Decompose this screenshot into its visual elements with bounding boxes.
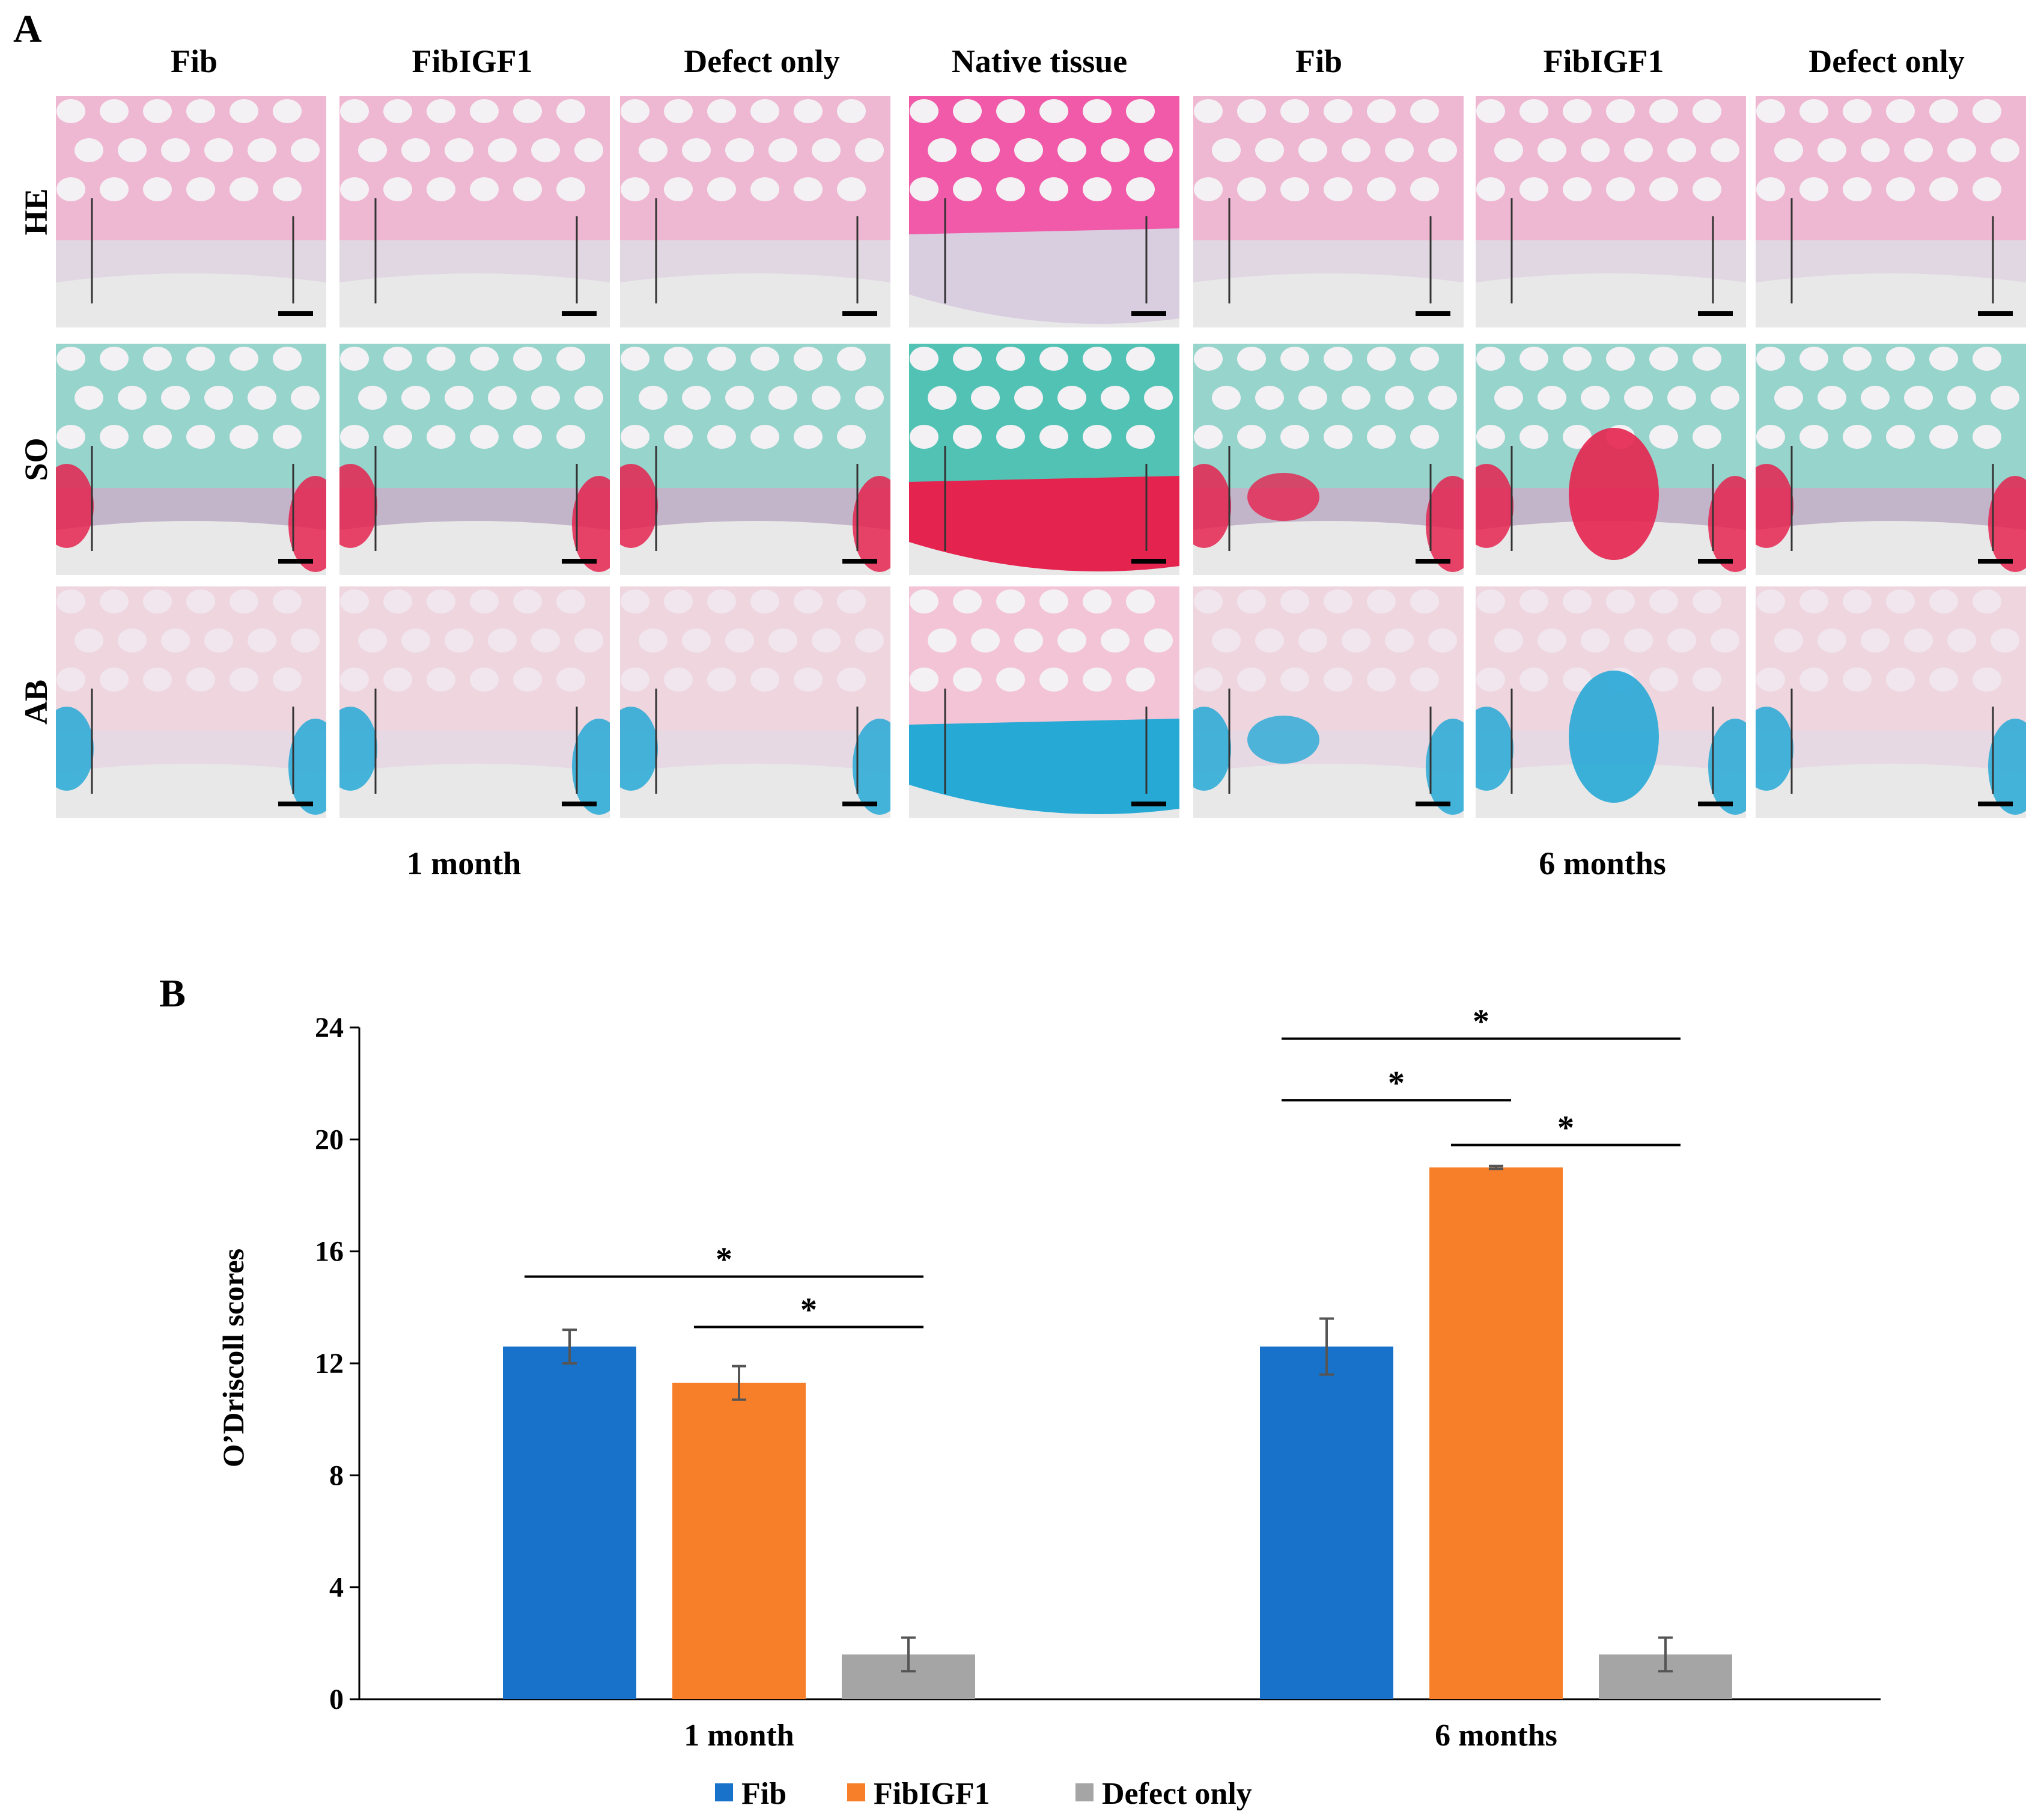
significance-star: * — [800, 1291, 817, 1328]
time-label-6-months: 6 months — [1539, 845, 1666, 881]
histology-tile-r2-c1 — [56, 344, 326, 575]
column-header: Native tissue — [952, 43, 1127, 79]
histology-tile-r3-c5 — [1193, 586, 1464, 818]
histology-tile-r1-c6 — [1476, 96, 1746, 327]
legend: Fib FibIGF1 Defect only — [715, 1777, 1252, 1811]
time-label-1-month: 1 month — [407, 845, 522, 881]
histology-tile-r3-c2 — [339, 586, 610, 818]
bar-fibigf1-0 — [672, 1383, 806, 1699]
column-header: FibIGF1 — [412, 43, 532, 79]
column-header: Defect only — [1808, 43, 1964, 79]
error-bar — [1319, 1317, 1334, 1376]
error-bar — [1658, 1636, 1673, 1673]
histology-tile-r3-c3 — [620, 586, 890, 818]
y-tick-label: 12 — [315, 1348, 344, 1380]
x-category-label: 6 months — [1435, 1718, 1557, 1753]
error-bar — [1489, 1164, 1503, 1170]
panel-a-letter: A — [13, 7, 42, 51]
legend-swatch — [1075, 1783, 1094, 1801]
row-headers: HE SO AB — [18, 188, 54, 725]
y-tick-label: 20 — [315, 1124, 344, 1155]
bar-fib-1 — [1260, 1347, 1393, 1699]
histology-tile-r1-c5 — [1193, 96, 1464, 327]
column-header: Fib — [171, 43, 217, 79]
histology-tile-r1-c1 — [56, 96, 326, 327]
histology-tile-r3-c6 — [1476, 586, 1746, 818]
histology-tile-r2-c5 — [1193, 344, 1464, 575]
y-tick-label: 0 — [329, 1684, 344, 1715]
histology-tile-r3-c4 — [909, 586, 1179, 818]
bar-fibigf1-1 — [1429, 1167, 1563, 1699]
y-axis-title: O’Driscoll scores — [216, 1249, 250, 1467]
legend-swatch — [715, 1783, 733, 1801]
legend-label: Fib — [741, 1777, 786, 1811]
histology-tile-r1-c3 — [620, 96, 890, 327]
significance-star: * — [1557, 1110, 1574, 1147]
y-tick-label: 8 — [329, 1459, 344, 1491]
bar-chart: 0 4 8 12 16 20 24 1 month 6 months * * * * * — [315, 1003, 1881, 1753]
histology-tile-r3-c7 — [1756, 586, 2026, 818]
significance-star: * — [716, 1241, 732, 1279]
y-tick-label: 16 — [315, 1236, 344, 1268]
histology-tile-r2-c6 — [1476, 344, 1746, 575]
row-header-he: HE — [18, 188, 54, 235]
error-bar — [562, 1328, 577, 1365]
panel-b-letter: B — [159, 972, 186, 1015]
x-category-label: 1 month — [684, 1718, 794, 1753]
legend-swatch — [847, 1783, 865, 1801]
column-header: Fib — [1295, 43, 1342, 79]
error-bar — [901, 1636, 916, 1673]
error-bar — [732, 1365, 746, 1401]
row-header-so: SO — [18, 437, 54, 481]
histology-tile-r2-c3 — [620, 344, 890, 575]
y-tick-label: 4 — [329, 1572, 344, 1604]
legend-label: Defect only — [1102, 1777, 1252, 1811]
histology-tile-r3-c1 — [56, 586, 326, 818]
column-header: Defect only — [684, 43, 839, 79]
bar-fib-0 — [503, 1347, 636, 1699]
significance-star: * — [1388, 1065, 1405, 1102]
row-header-ab: AB — [18, 680, 54, 725]
legend-label: FibIGF1 — [874, 1777, 990, 1811]
histology-tile-r1-c4 — [909, 96, 1179, 327]
column-header: FibIGF1 — [1543, 43, 1664, 79]
histology-tile-r2-c7 — [1756, 344, 2026, 575]
histology-grid — [56, 96, 2026, 818]
legend-item-defect-only: Defect only — [1075, 1777, 1252, 1811]
histology-tile-r1-c7 — [1756, 96, 2026, 327]
histology-tile-r2-c4 — [909, 344, 1179, 575]
column-headers: Fib FibIGF1 Defect only Native tissue Fib Fib… — [171, 43, 1965, 79]
histology-tile-r1-c2 — [339, 96, 610, 327]
legend-item-fibigf1: FibIGF1 — [847, 1777, 990, 1811]
legend-item-fib: Fib — [715, 1777, 786, 1811]
significance-star: * — [1473, 1003, 1489, 1041]
histology-tile-r2-c2 — [339, 344, 610, 575]
y-tick-label: 24 — [315, 1012, 344, 1044]
